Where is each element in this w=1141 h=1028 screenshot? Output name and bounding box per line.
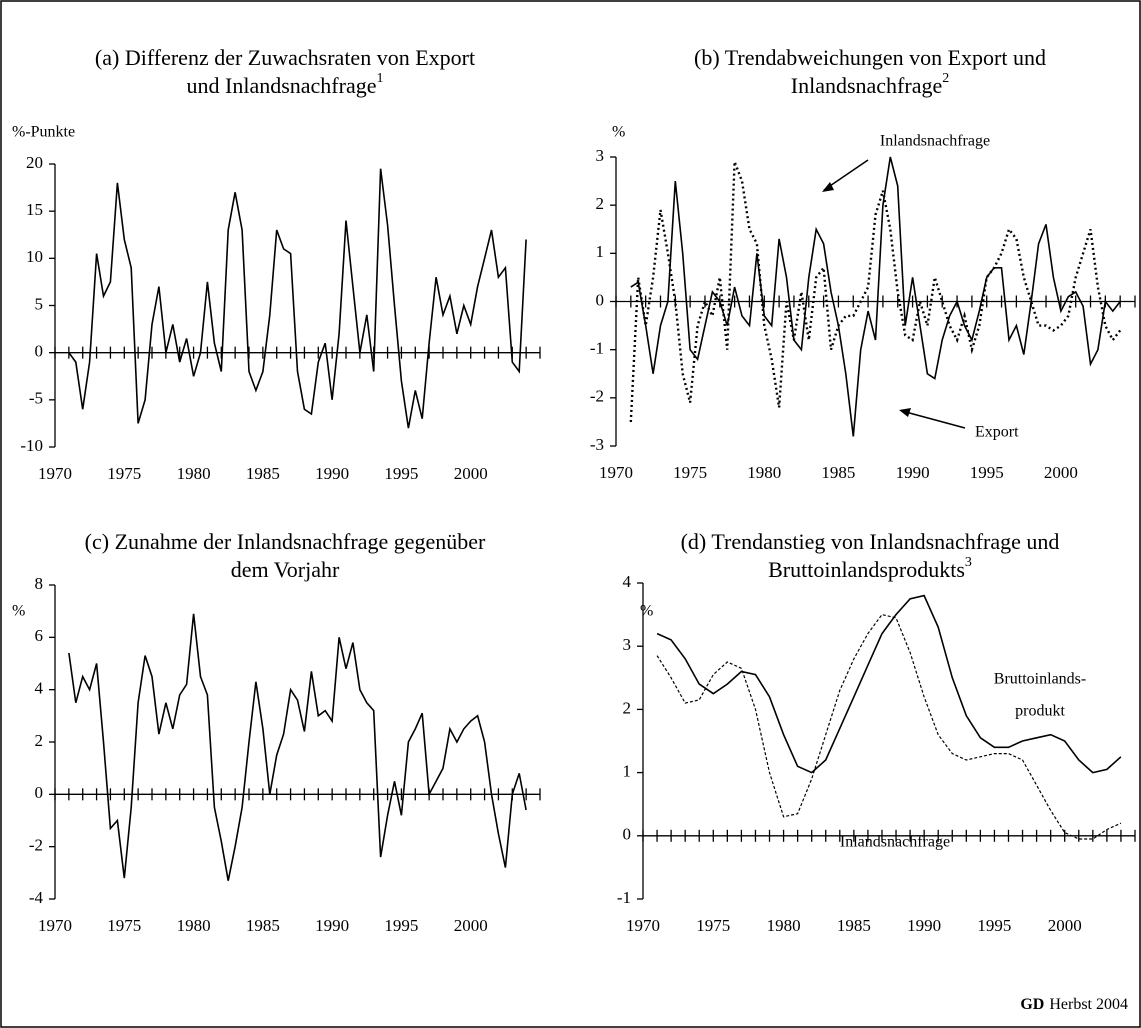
y-tick-label: 1: [623, 762, 632, 781]
x-tick-label: 1985: [837, 916, 871, 935]
y-tick-label: 10: [26, 247, 43, 266]
x-tick-label: 1970: [38, 916, 72, 935]
y-axis-label: %: [640, 603, 653, 620]
annotation: Inlandsnachfrage: [840, 834, 950, 851]
x-tick-label: 2000: [454, 464, 488, 483]
x-tick-label: 2000: [1048, 916, 1082, 935]
x-tick-label: 1990: [315, 916, 349, 935]
x-tick-label: 1995: [977, 916, 1011, 935]
arrow-head: [899, 408, 911, 417]
x-tick-label: 1990: [907, 916, 941, 935]
y-tick-label: 2: [623, 698, 632, 717]
x-tick-label: 1980: [767, 916, 801, 935]
x-tick-label: 1995: [384, 464, 418, 483]
x-tick-label: 2000: [1044, 463, 1078, 482]
annotation: Export: [975, 424, 1019, 441]
y-tick-label: 1: [596, 242, 605, 261]
x-tick-label: 1975: [696, 916, 730, 935]
y-tick-label: 0: [623, 825, 632, 844]
chart-title: Inlandsnachfrage2: [791, 71, 949, 98]
y-tick-label: -2: [29, 836, 43, 855]
x-tick-label: 1990: [896, 463, 930, 482]
y-axis-label: %: [612, 124, 625, 141]
chart-title: (b) Trendabweichungen von Export und: [694, 45, 1046, 70]
chart-title: (d) Trendanstieg von Inlandsnachfrage un…: [681, 529, 1060, 554]
data-line: [656, 613, 1122, 840]
annotation: produkt: [1015, 703, 1065, 720]
x-tick-label: 1980: [177, 916, 211, 935]
y-tick-label: 0: [35, 783, 44, 802]
y-tick-label: 4: [35, 679, 44, 698]
chart-title-line: Inlandsnachfrage: [791, 73, 942, 98]
x-tick-label: 1975: [107, 916, 141, 935]
y-tick-label: 3: [596, 146, 605, 165]
y-tick-label: -2: [590, 387, 604, 406]
x-tick-label: 2000: [454, 916, 488, 935]
credit-date: Herbst 2004: [1049, 996, 1128, 1013]
x-tick-label: 1990: [315, 464, 349, 483]
data-line: [629, 161, 1122, 422]
arrow-head: [822, 182, 834, 192]
x-tick-label: 1995: [970, 463, 1004, 482]
chart-title: dem Vorjahr: [231, 557, 340, 582]
x-tick-label: 1970: [599, 463, 633, 482]
x-tick-label: 1980: [747, 463, 781, 482]
chart-title: und Inlandsnachfrage1: [187, 71, 384, 98]
y-tick-label: 2: [596, 194, 605, 213]
chart-title: (a) Differenz der Zuwachsraten von Expor…: [95, 45, 475, 70]
footnote-mark: 2: [942, 71, 949, 86]
x-tick-label: 1980: [177, 464, 211, 483]
chart-title: Bruttoinlandsprodukts3: [768, 555, 972, 582]
footnote-mark: 3: [965, 555, 972, 570]
y-axis-label: %: [12, 603, 25, 620]
y-tick-label: -4: [29, 888, 44, 907]
y-tick-label: 8: [35, 574, 44, 593]
credit: GD Herbst 2004: [1020, 996, 1128, 1013]
chart-title-line: und Inlandsnachfrage: [187, 73, 377, 98]
y-tick-label: 5: [35, 294, 44, 313]
y-tick-label: -1: [617, 888, 631, 907]
x-tick-label: 1970: [626, 916, 660, 935]
credit-org: GD: [1020, 996, 1044, 1013]
chart-title: (c) Zunahme der Inlandsnachfrage gegenüb…: [85, 529, 486, 554]
y-tick-label: -3: [590, 435, 604, 454]
annotation: Bruttoinlands-: [994, 671, 1086, 688]
y-tick-label: -5: [29, 389, 43, 408]
data-line: [68, 613, 527, 881]
y-tick-label: 6: [35, 626, 44, 645]
data-line: [656, 594, 1122, 774]
y-tick-label: -10: [20, 436, 43, 455]
data-line: [630, 156, 1121, 437]
chart-title-line: dem Vorjahr: [231, 557, 340, 582]
y-tick-label: 2: [35, 731, 44, 750]
y-tick-label: 4: [623, 572, 632, 591]
y-tick-label: 3: [623, 635, 632, 654]
y-tick-label: 0: [596, 290, 605, 309]
y-tick-label: -1: [590, 339, 604, 358]
arrow: [901, 410, 966, 429]
x-tick-label: 1985: [821, 463, 855, 482]
x-tick-label: 1970: [38, 464, 72, 483]
x-tick-label: 1995: [384, 916, 418, 935]
footnote-mark: 1: [376, 71, 383, 86]
x-tick-label: 1985: [246, 464, 280, 483]
x-tick-label: 1985: [246, 916, 280, 935]
y-tick-label: 15: [26, 200, 43, 219]
y-axis-label: %-Punkte: [12, 124, 75, 141]
y-tick-label: 20: [26, 153, 43, 172]
chart-title-line: Bruttoinlandsprodukts: [768, 557, 965, 582]
annotation: Inlandsnachfrage: [880, 133, 990, 150]
y-tick-label: 0: [35, 342, 44, 361]
x-tick-label: 1975: [673, 463, 707, 482]
data-line: [68, 168, 527, 429]
x-tick-label: 1975: [107, 464, 141, 483]
